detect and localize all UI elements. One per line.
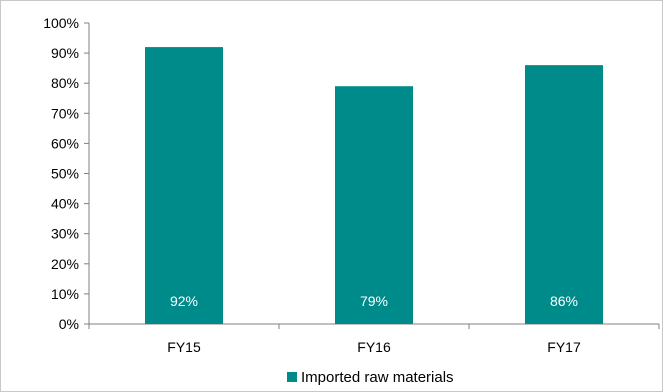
bars <box>145 47 603 325</box>
y-tick-label: 80% <box>51 75 79 91</box>
y-tick-label: 20% <box>51 256 79 272</box>
y-tick-label: 0% <box>59 316 79 332</box>
legend-swatch <box>287 372 297 382</box>
legend: Imported raw materials <box>287 369 454 386</box>
data-label: 79% <box>360 293 388 309</box>
data-label: 86% <box>550 293 578 309</box>
y-tick-label: 50% <box>51 166 79 182</box>
axes: 0% 10% 20% 30% 40% 50% 60% 70% 80% 90% 100% <box>43 15 660 332</box>
legend-label: Imported raw materials <box>301 369 454 386</box>
x-tick-label: FY17 <box>547 339 581 355</box>
bar-fy16 <box>335 86 413 325</box>
y-tick-label: 90% <box>51 45 79 61</box>
y-tick-label: 10% <box>51 286 79 302</box>
y-tick-label: 70% <box>51 105 79 121</box>
y-tick-label: 30% <box>51 226 79 242</box>
bar-fy17 <box>525 65 603 324</box>
y-tick-label: 40% <box>51 196 79 212</box>
x-tick-label: FY16 <box>357 339 391 355</box>
y-tick-label: 60% <box>51 135 79 151</box>
data-label: 92% <box>170 293 198 309</box>
y-tick-label: 100% <box>43 15 79 31</box>
labels: 92% FY15 79% FY16 86% FY17 <box>167 293 581 355</box>
x-tick-label: FY15 <box>167 339 201 355</box>
bar-fy15 <box>145 47 223 325</box>
